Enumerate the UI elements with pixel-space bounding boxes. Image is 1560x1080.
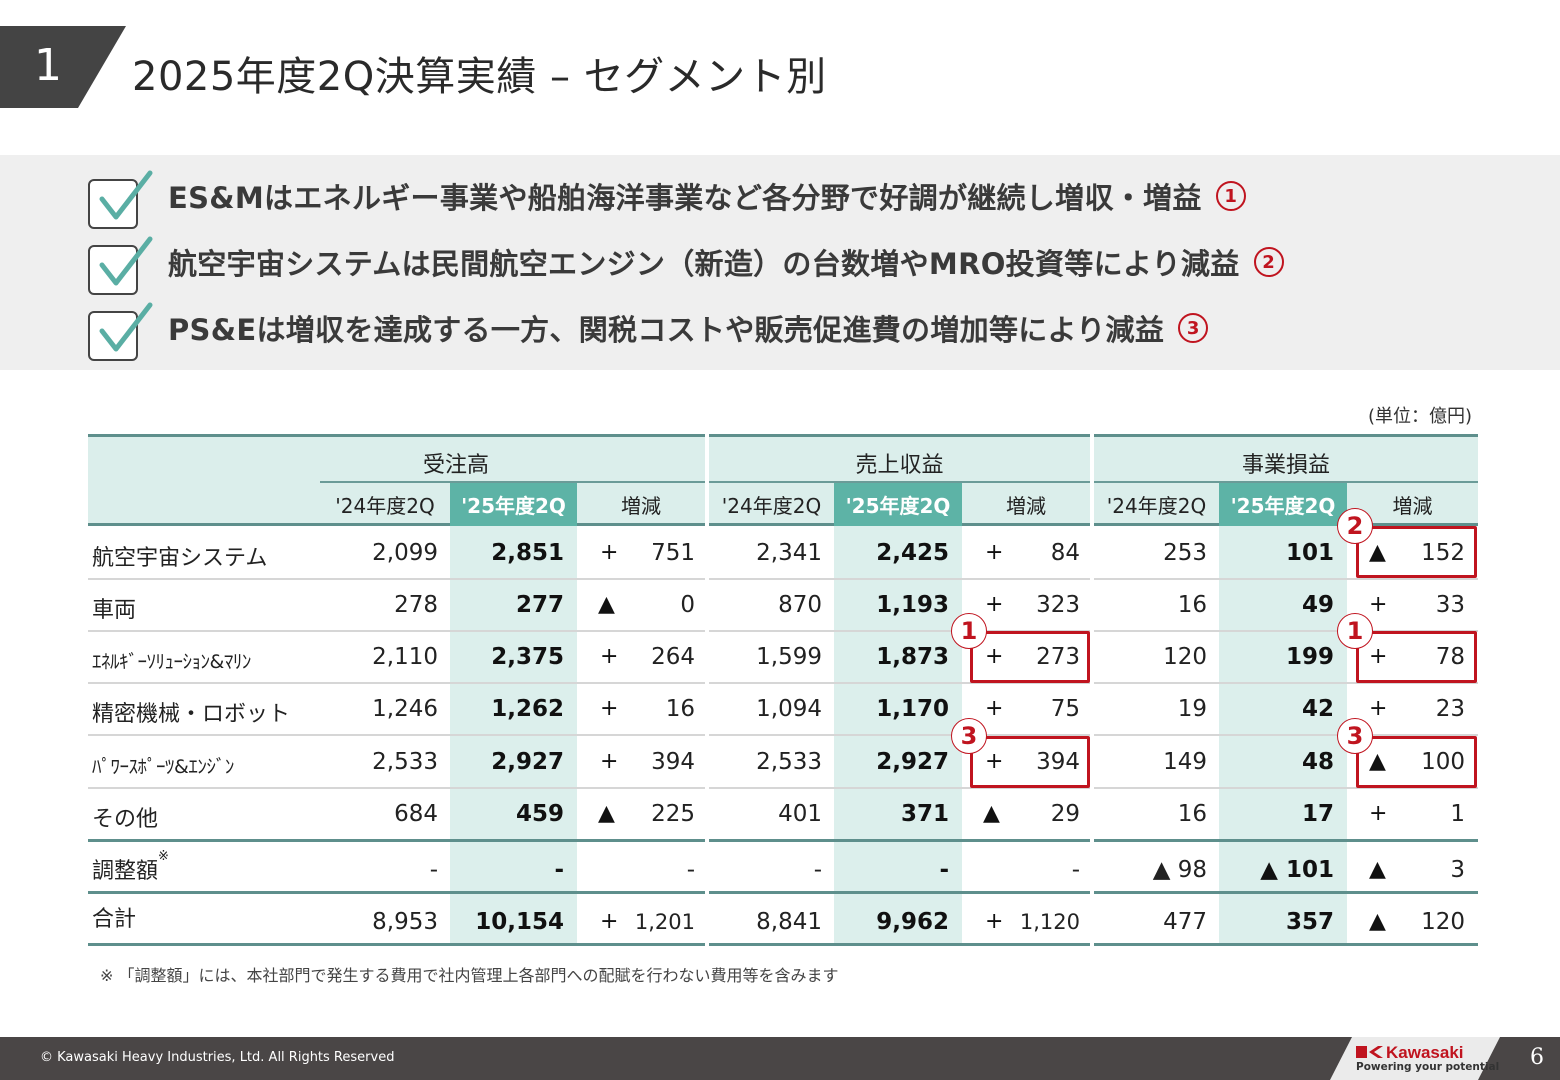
highlight-column: [834, 526, 962, 946]
summary-item: ES&Mはエネルギー事業や船舶海洋事業など各分野で好調が継続し増収・増益 1: [88, 169, 1246, 229]
table-row: 車両 278 277 ▲ 0 870 1,193 + 323 16 49 + 3…: [92, 592, 1465, 623]
table-row: ｴﾈﾙｷﾞｰｿﾘｭｰｼｮﾝ&ﾏﾘﾝ 2,110 2,375 + 264 1,59…: [92, 644, 1465, 673]
summary-text: ES&Mはエネルギー事業や船舶海洋事業など各分野で好調が継続し増収・増益: [168, 181, 1202, 215]
col-header-change: 増減: [1392, 494, 1433, 518]
section-number: 1: [34, 40, 62, 91]
summary-item: PS&Eは増収を達成する一方、関税コストや販売促進費の増加等により減益 3: [88, 301, 1209, 361]
table-row: ﾊﾟﾜｰｽﾎﾟｰﾂ&ｴﾝｼﾞﾝ 2,533 2,927 + 394 2,533 …: [92, 749, 1465, 778]
checkbox-check-icon: [88, 301, 153, 361]
table-row: その他 684 459 ▲ 225 401 371 ▲ 29 16 17 + 1: [92, 801, 1465, 832]
section-number-badge: 1: [0, 26, 126, 108]
header-group-revenue: 売上収益 '24年度2Q '25年度2Q 増減: [709, 434, 1090, 526]
marker-circle-3: 3: [1178, 313, 1209, 343]
kawasaki-logo-icon: [1356, 1046, 1383, 1058]
callout-marker: 1: [951, 613, 987, 649]
highlight-column: [1219, 526, 1347, 946]
copyright: © Kawasaki Heavy Industries, Ltd. All Ri…: [40, 1050, 395, 1065]
col-header-prev: '24年度2Q: [1106, 494, 1207, 518]
footnote: ※ 「調整額」には、本社部門で発生する費用で社内管理上各部門への配賦を行わない費…: [100, 966, 839, 985]
callout-marker: 2: [1337, 508, 1373, 544]
summary-item: 航空宇宙システムは民間航空エンジン（新造）の台数増やMRO投資等により減益 2: [88, 235, 1284, 295]
table-row: 調整額※ - - - - - - ▲ 98 ▲ 101 ▲ 3: [92, 849, 1465, 884]
table-row-total: 合計 8,953 10,154 + 1,201 8,841 9,962 + 1,…: [92, 907, 1465, 935]
callout-box-aerospace-profit: [1356, 526, 1477, 578]
header-group-orders: 受注高 '24年度2Q '25年度2Q 増減: [88, 434, 705, 526]
page-title: 2025年度2Q決算実績 – セグメント別: [132, 54, 827, 100]
col-header-change: 増減: [621, 494, 661, 518]
summary-text: PS&Eは増収を達成する一方、関税コストや販売促進費の増加等により減益: [168, 313, 1165, 347]
callout-box-esm-profit: [1356, 631, 1477, 683]
callout-box-pse-revenue: [970, 736, 1090, 788]
col-header-change: 増減: [1006, 494, 1046, 518]
checkbox-check-icon: [88, 235, 153, 295]
logo-panel: [1330, 1037, 1500, 1080]
col-header-current: '25年度2Q: [450, 483, 577, 526]
callout-box-esm-revenue: [970, 631, 1090, 683]
table-row: 航空宇宙システム 2,099 2,851 + 751 2,341 2,425 +…: [92, 540, 1465, 571]
col-header-current: '25年度2Q: [1219, 483, 1347, 526]
marker-circle-2: 2: [1253, 247, 1284, 277]
summary-band: ES&Mはエネルギー事業や船舶海洋事業など各分野で好調が継続し増収・増益 1 航…: [0, 155, 1560, 370]
table-row: 精密機械・ロボット 1,246 1,262 + 16 1,094 1,170 +…: [92, 696, 1465, 727]
callout-marker: 3: [951, 718, 987, 754]
section-badge-shape: [0, 26, 126, 108]
page-number: 6: [1530, 1045, 1544, 1070]
col-header-prev: '24年度2Q: [721, 494, 822, 518]
highlight-column: [450, 526, 577, 946]
summary-text: 航空宇宙システムは民間航空エンジン（新造）の台数増やMRO投資等により減益: [168, 247, 1240, 281]
header-group-profit: 事業損益 '24年度2Q '25年度2Q 増減: [1094, 434, 1478, 526]
brand-name: Kawasaki: [1386, 1043, 1464, 1062]
callout-marker: 1: [1337, 613, 1373, 649]
brand-tagline: Powering your potential: [1356, 1061, 1500, 1073]
unit-label: (単位：億円): [1367, 406, 1472, 427]
marker-circle-1: 1: [1215, 181, 1246, 211]
callout-marker: 3: [1337, 718, 1373, 754]
footer: © Kawasaki Heavy Industries, Ltd. All Ri…: [0, 1037, 1560, 1080]
col-header-current: '25年度2Q: [834, 483, 962, 526]
checkbox-check-icon: [88, 169, 153, 229]
callout-box-pse-profit: [1356, 736, 1477, 788]
col-header-prev: '24年度2Q: [335, 494, 435, 518]
